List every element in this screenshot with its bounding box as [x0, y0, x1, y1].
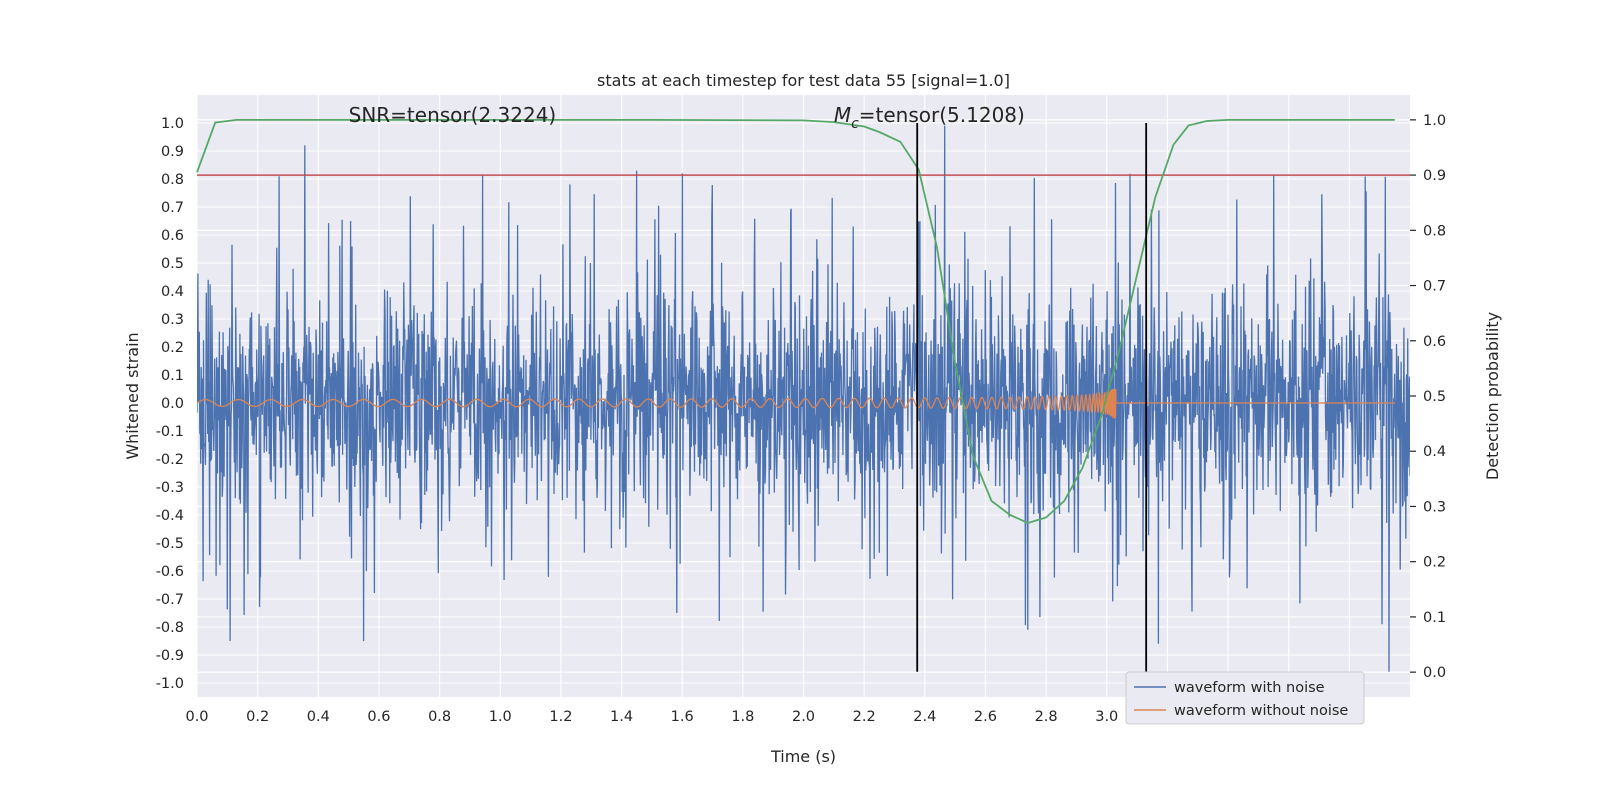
y-left-tick-label: -0.2 — [156, 452, 184, 468]
y-left-tick-label: -1.0 — [156, 676, 184, 692]
y-left-tick-label: 0.6 — [161, 228, 184, 244]
y-left-tick-label: 0.1 — [161, 368, 184, 384]
x-tick-label: 2.0 — [792, 709, 815, 725]
y-left-tick-label: -0.8 — [156, 620, 184, 636]
y-axis-left-ticks: -1.0 -0.9 -0.8 -0.7 -0.6 -0.5 -0.4 -0.3 -0.2 -0.1… — [156, 116, 184, 692]
x-tick-label: 1.0 — [489, 709, 512, 725]
y-left-tick-label: -0.3 — [156, 480, 184, 496]
series-waveform-with-noise — [197, 125, 1410, 672]
x-tick-label: 0.4 — [307, 709, 330, 725]
x-tick-label: 0.2 — [246, 709, 269, 725]
y-left-tick-label: 0.0 — [161, 396, 184, 412]
y-left-tick-label: -0.4 — [156, 508, 184, 524]
y-left-tick-label: 0.5 — [161, 256, 184, 272]
line-detection-probability — [196, 119, 1395, 524]
y-left-tick-label: -0.1 — [156, 424, 184, 440]
x-tick-label: 2.4 — [913, 709, 936, 725]
y-right-tick-label: 0.4 — [1423, 444, 1446, 460]
legend-label-clean: waveform without noise — [1174, 703, 1348, 719]
x-tick-label: 1.2 — [549, 709, 572, 725]
legend: waveform with noise waveform without noi… — [1125, 671, 1365, 725]
y-right-tick-label: 0.3 — [1423, 499, 1446, 515]
y-right-tick-label: 0.1 — [1423, 610, 1446, 626]
x-tick-label: 0.8 — [428, 709, 451, 725]
y-left-tick-label: 0.7 — [161, 200, 184, 216]
y-right-tick-label: 0.5 — [1423, 389, 1446, 405]
y-left-tick-label: -0.9 — [156, 648, 184, 664]
y-right-tick-label: 0.8 — [1423, 223, 1446, 239]
vertical-markers — [916, 123, 1148, 672]
snr-annotation: SNR=tensor(2.3224) — [349, 103, 557, 127]
series-detection-probability — [196, 119, 1395, 524]
x-tick-label: 2.8 — [1035, 709, 1058, 725]
line-waveform-with-noise — [197, 125, 1410, 672]
mc-annotation: Mc=tensor(5.1208) — [834, 103, 1025, 132]
y-axis-right-ticks: 0.0 0.1 0.2 0.3 0.4 0.5 0.6 0.7 0.8 0.9 1.0 — [1410, 113, 1446, 681]
mc-value: =tensor(5.1208) — [859, 103, 1025, 127]
y-right-tick-label: 0.6 — [1423, 334, 1446, 350]
y-right-tick-label: 0.0 — [1423, 665, 1446, 681]
legend-box — [1125, 671, 1365, 725]
legend-label-noise: waveform with noise — [1174, 680, 1325, 696]
x-tick-label: 0.6 — [367, 709, 390, 725]
y-left-tick-label: 0.3 — [161, 312, 184, 328]
y-left-tick-label: 0.8 — [161, 172, 184, 188]
y-right-tick-label: 1.0 — [1423, 113, 1446, 129]
y-right-tick-label: 0.9 — [1423, 168, 1446, 184]
y-left-tick-label: 1.0 — [161, 116, 184, 132]
y-left-tick-label: -0.6 — [156, 564, 184, 580]
y-right-tick-label: 0.2 — [1423, 555, 1446, 571]
mc-symbol: M — [834, 103, 851, 127]
x-tick-label: 2.6 — [974, 709, 997, 725]
x-tick-label: 0.0 — [185, 709, 208, 725]
y-left-tick-label: 0.2 — [161, 340, 184, 356]
y-axis-right-label: Detection probability — [1483, 312, 1502, 480]
y-left-tick-label: -0.7 — [156, 592, 184, 608]
y-left-tick-label: 0.9 — [161, 144, 184, 160]
x-tick-label: 1.4 — [610, 709, 633, 725]
x-tick-label: 3.0 — [1095, 709, 1118, 725]
y-left-tick-label: 0.4 — [161, 284, 184, 300]
mc-subscript: c — [851, 116, 859, 132]
x-tick-label: 1.6 — [671, 709, 694, 725]
y-axis-left-label: Whitened strain — [123, 332, 142, 459]
chart-title: stats at each timestep for test data 55 … — [597, 71, 1010, 90]
x-axis-label: Time (s) — [770, 747, 836, 766]
y-left-tick-label: -0.5 — [156, 536, 184, 552]
y-right-tick-label: 0.7 — [1423, 279, 1446, 295]
x-tick-label: 2.2 — [853, 709, 876, 725]
x-tick-label: 1.8 — [731, 709, 754, 725]
